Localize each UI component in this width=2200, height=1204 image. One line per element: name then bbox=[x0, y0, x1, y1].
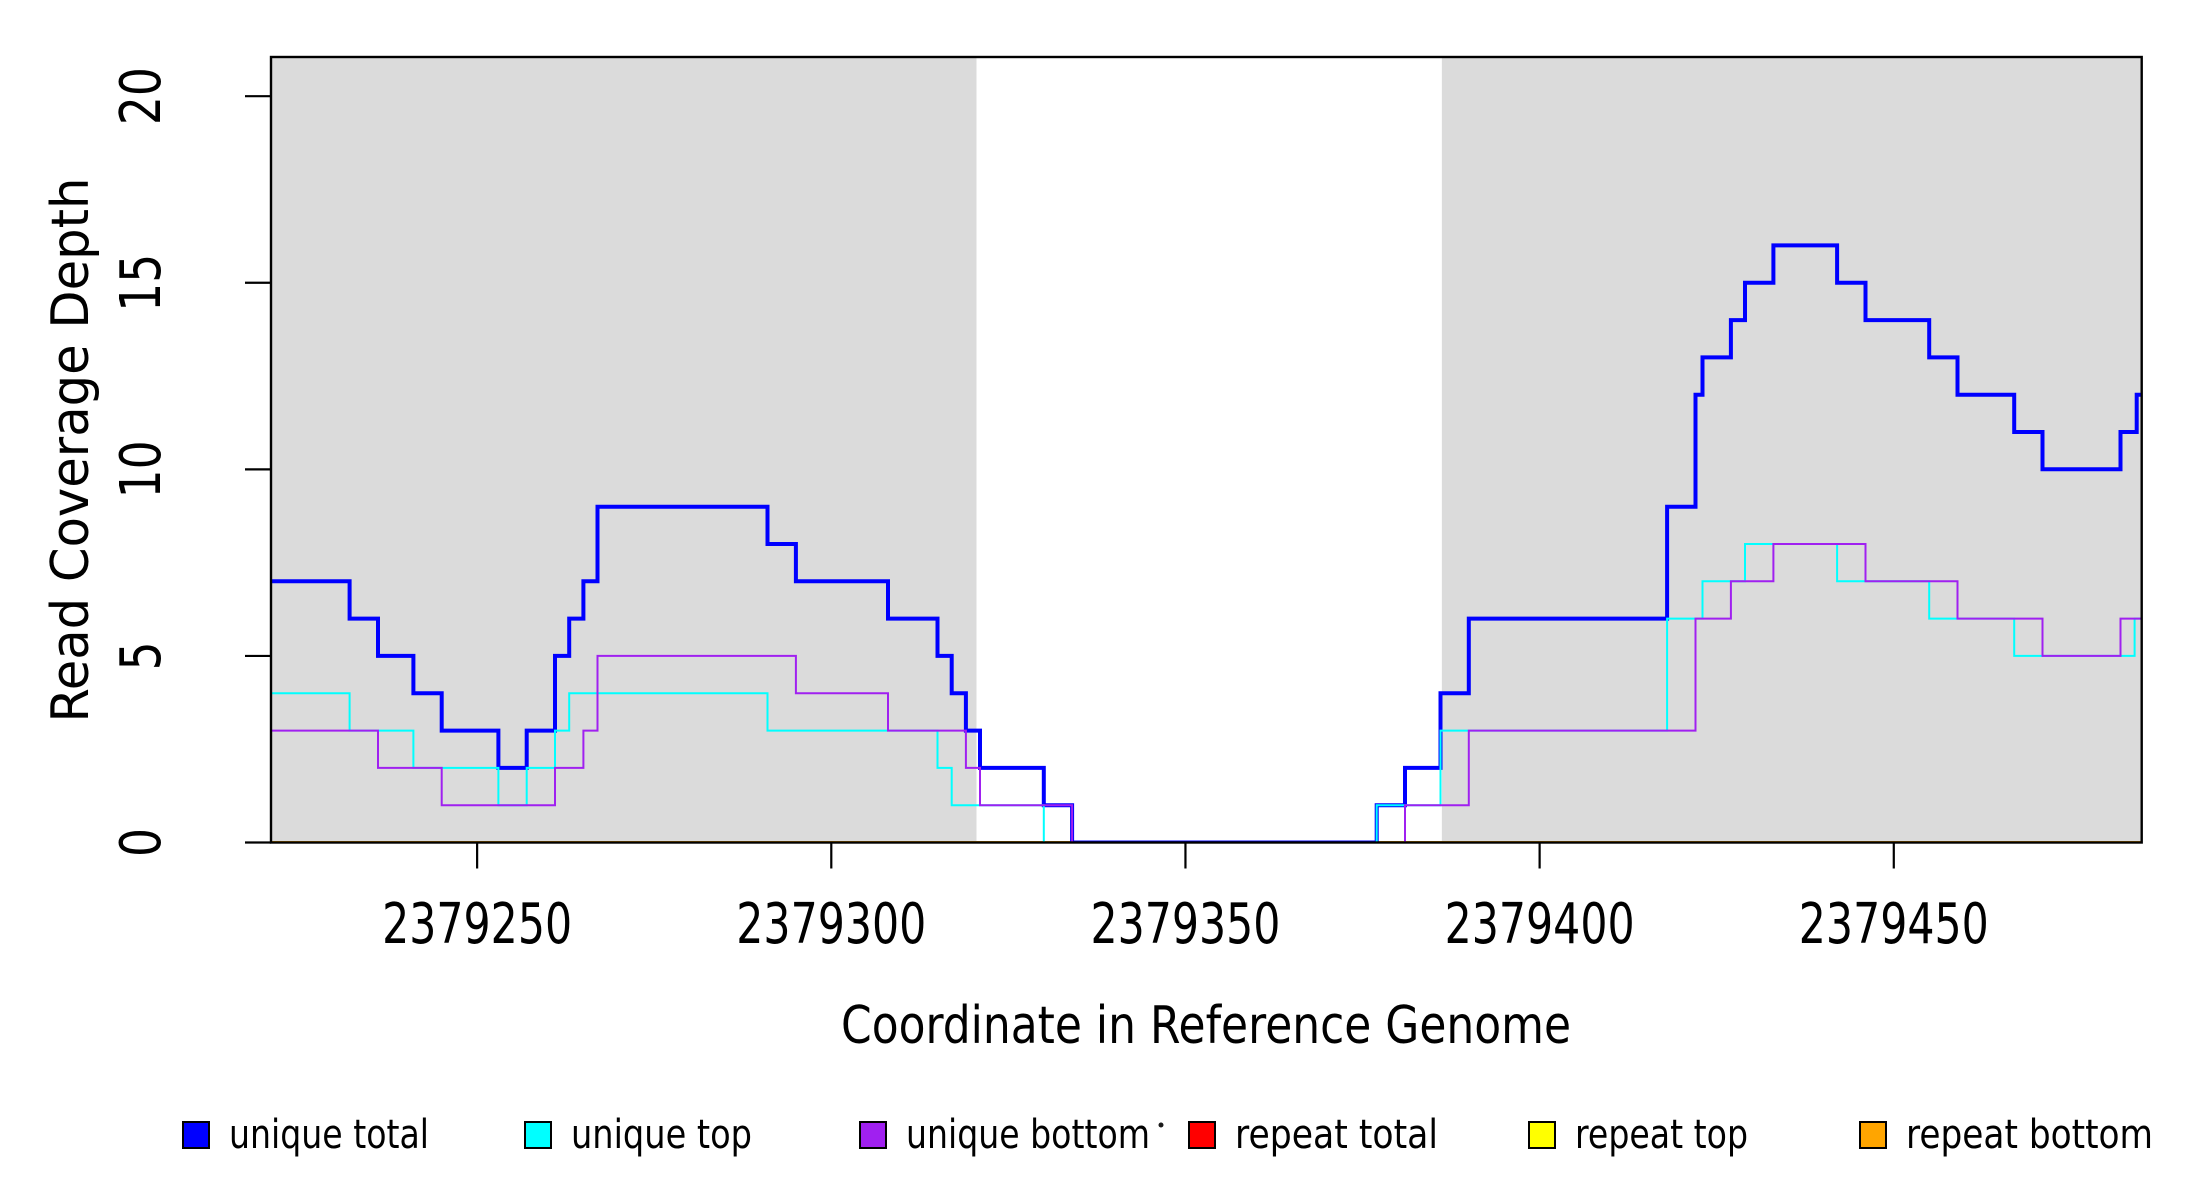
legend-label: unique total bbox=[229, 1112, 429, 1158]
legend-swatch bbox=[1859, 1121, 1887, 1149]
shaded-region bbox=[271, 57, 977, 843]
legend-item-unique-top: unique top bbox=[524, 1112, 752, 1158]
legend-label: repeat bottom bbox=[1906, 1112, 2153, 1158]
legend-swatch bbox=[182, 1121, 210, 1149]
y-tick-label: 15 bbox=[109, 254, 174, 312]
axis-layer: 2379250 2379300 2379350 2379400 2379450 0 5 10 1… bbox=[109, 67, 1989, 957]
legend-label: unique bottom bbox=[906, 1112, 1150, 1158]
legend-swatch bbox=[1188, 1121, 1216, 1149]
legend-label: repeat total bbox=[1235, 1112, 1438, 1158]
stray-dot bbox=[1158, 1122, 1164, 1128]
legend-swatch bbox=[1528, 1121, 1556, 1149]
y-tick-label: 0 bbox=[109, 828, 174, 857]
series-unique-bottom bbox=[271, 543, 2142, 843]
y-tick-label: 5 bbox=[109, 641, 174, 670]
legend-item-repeat-top: repeat top bbox=[1528, 1112, 1748, 1158]
legend-label: unique top bbox=[571, 1112, 752, 1158]
legend-item-unique-bottom: unique bottom bbox=[859, 1112, 1150, 1158]
x-tick-label: 2379300 bbox=[736, 892, 926, 957]
x-axis-title: Coordinate in Reference Genome bbox=[841, 996, 1571, 1056]
legend-item-unique-total: unique total bbox=[182, 1112, 429, 1158]
legend-label: repeat top bbox=[1575, 1112, 1748, 1158]
legend-swatch bbox=[524, 1121, 552, 1149]
y-axis-title: Read Coverage Depth bbox=[41, 178, 101, 723]
shaded-regions bbox=[271, 57, 2142, 843]
plot-border bbox=[269, 55, 2143, 844]
x-tick-label: 2379400 bbox=[1445, 892, 1635, 957]
legend: unique total unique top unique bottom repea… bbox=[182, 1112, 2153, 1158]
x-tick-label: 2379350 bbox=[1090, 892, 1280, 957]
y-tick-label: 20 bbox=[109, 67, 174, 125]
legend-item-repeat-bottom: repeat bottom bbox=[1859, 1112, 2153, 1158]
shaded-region bbox=[1441, 57, 2142, 843]
y-tick-label: 10 bbox=[109, 440, 174, 498]
legend-item-repeat-total: repeat total bbox=[1188, 1112, 1438, 1158]
x-tick-label: 2379450 bbox=[1799, 892, 1989, 957]
series-layer bbox=[271, 243, 2142, 843]
x-tick-label: 2379250 bbox=[382, 892, 572, 957]
legend-swatch bbox=[859, 1121, 887, 1149]
